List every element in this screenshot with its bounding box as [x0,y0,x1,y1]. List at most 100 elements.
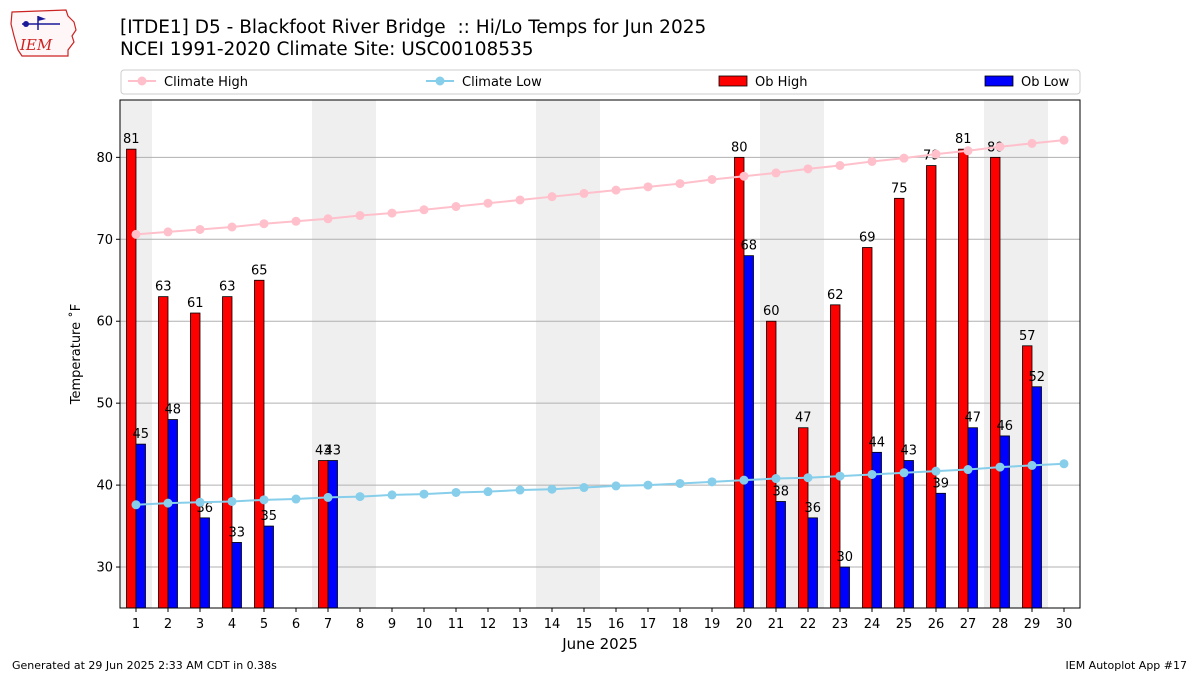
climate-low-point [547,484,557,494]
ob-high-label: 60 [763,304,780,319]
x-tick-label: 20 [736,617,753,632]
x-tick-label: 8 [356,617,364,632]
ob-high-label: 81 [955,132,972,147]
climate-low-point [899,468,909,478]
climate-low-point [419,489,429,499]
climate-high-point [611,185,621,195]
weekend-band [536,100,600,608]
climate-low-point [643,480,653,490]
ob-low-label: 38 [772,484,789,499]
x-tick-label: 18 [672,617,689,632]
x-tick-label: 25 [896,617,913,632]
ob-low-bar [1031,386,1042,609]
ob-low-bar [935,492,946,609]
y-axis-label: Temperature ˚F [68,304,84,405]
climate-high-point [579,188,589,198]
ob-high-label: 75 [891,181,908,196]
climate-low-point [931,466,941,476]
climate-low-point [579,483,589,493]
ob-high-label: 81 [123,132,140,147]
ob-high-bar [190,312,201,609]
ob-high-label: 69 [859,230,876,245]
ob-high-bar [158,296,169,609]
ob-low-label: 68 [740,239,757,254]
ob-low-bar [999,435,1010,609]
ob-low-label: 43 [324,444,341,459]
svg-text:IEM: IEM [19,36,53,54]
climate-low-point [835,471,845,481]
ob-high-legend-label: Ob High [755,75,808,90]
y-tick-label: 70 [96,233,113,248]
climate-low-point [195,497,205,507]
climate-high-point [547,192,557,202]
ob-low-label: 44 [868,435,885,450]
generated-timestamp: Generated at 29 Jun 2025 2:33 AM CDT in … [12,659,277,672]
climate-high-point [259,219,269,229]
climate-low-point [323,492,333,502]
x-tick-label: 12 [480,617,497,632]
ob-low-bar [327,460,338,609]
climate-high-point [291,216,301,226]
climate-high-point [387,208,397,218]
ob-high-bar [926,165,937,609]
x-tick-label: 5 [260,617,268,632]
climate-high-legend-marker [137,76,147,86]
ob-low-bar [807,517,818,609]
climate-low-point [867,469,877,479]
x-tick-label: 24 [864,617,881,632]
chart-subtitle: NCEI 1991-2020 Climate Site: USC00108535 [120,39,534,60]
x-tick-label: 6 [292,617,300,632]
ob-high-bar [318,460,329,609]
ob-low-label: 35 [260,509,277,524]
ob-low-bar [231,542,242,609]
y-tick-label: 80 [96,151,113,166]
ob-high-bar [254,279,265,609]
ob-high-label: 63 [219,280,236,295]
climate-low-legend-label: Climate Low [462,75,542,90]
x-tick-label: 10 [416,617,433,632]
climate-low-point [291,494,301,504]
climate-low-point [1027,460,1037,470]
x-tick-label: 11 [448,617,465,632]
climate-high-line [135,139,1065,236]
climate-low-point [163,498,173,508]
climate-low-point [771,474,781,484]
climate-low-point [675,478,685,488]
x-tick-label: 9 [388,617,396,632]
climate-low-point [739,475,749,485]
climate-high-point [483,198,493,208]
ob-high-bar [798,427,809,609]
x-tick-label: 28 [992,617,1009,632]
climate-high-point [355,211,365,221]
climate-high-point [867,156,877,166]
climate-low-point [707,477,717,487]
ob-high-bar [990,156,1001,609]
ob-low-label: 46 [996,419,1013,434]
x-tick-label: 19 [704,617,721,632]
climate-high-point [195,224,205,234]
x-axis-label: June 2025 [561,635,638,653]
ob-low-bar [903,460,914,609]
ob-low-bar [839,566,850,609]
ob-high-bar [862,247,873,609]
iem-logo: IEM [8,6,82,60]
ob-low-legend-swatch [984,75,1014,87]
ob-low-bar [967,427,978,609]
ob-high-bar [734,156,745,609]
climate-high-point [323,214,333,224]
climate-high-point [227,222,237,232]
ob-high-label: 61 [187,296,204,311]
x-tick-label: 7 [324,617,332,632]
climate-low-legend-marker [435,76,445,86]
ob-low-label: 43 [900,444,917,459]
x-tick-label: 30 [1056,617,1073,632]
climate-high-point [451,202,461,212]
ob-low-label: 48 [164,403,181,418]
x-tick-label: 26 [928,617,945,632]
climate-high-point [963,146,973,156]
ob-high-bar [894,197,905,609]
x-tick-label: 16 [608,617,625,632]
climate-high-point [643,182,653,192]
climate-low-point [995,462,1005,472]
ob-high-label: 43 [315,444,332,459]
